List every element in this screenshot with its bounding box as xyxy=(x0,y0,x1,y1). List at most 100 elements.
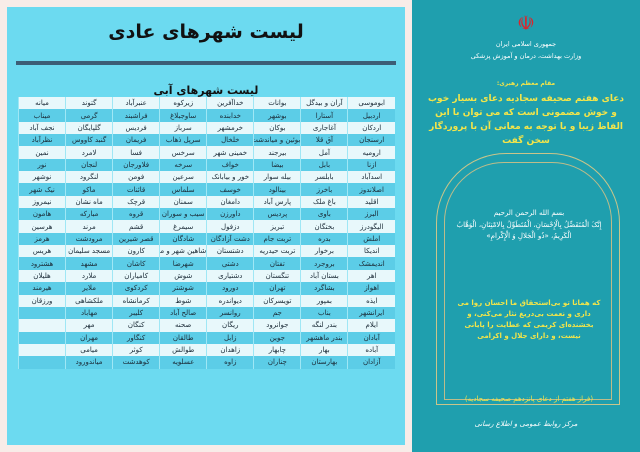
table-row: ایلام بندر لنگه جوانرود ریگان صحنه کنگان مهر xyxy=(17,319,395,332)
city-cell: خلخال xyxy=(206,134,254,147)
city-cell: شوط xyxy=(159,294,207,307)
city-cell: هشترود xyxy=(17,257,66,270)
city-cell: مهر xyxy=(65,319,113,332)
city-cell: فسا xyxy=(112,146,160,159)
table-row: اندیکا برخوار تربت حیدریه دشتستان شاهین شهر … xyxy=(17,245,395,258)
city-cell: کنگاور xyxy=(112,331,160,344)
city-cell: خور و بیابانک xyxy=(206,171,254,184)
city-cell: بابلسر xyxy=(300,171,348,184)
city-cell: کنگان xyxy=(112,319,160,332)
city-cell: میناب xyxy=(17,109,66,122)
basmala: بسم الله الرحمن الرحیم xyxy=(493,209,565,217)
city-cell: بمپور xyxy=(300,294,348,307)
city-cell: سیمرغ xyxy=(159,220,207,233)
footer-org: مرکز روابط عمومی و اطلاع رسانی xyxy=(474,420,578,428)
city-cell: باخرز xyxy=(300,183,348,196)
city-cell: جم xyxy=(253,306,301,320)
city-cell: ملارد xyxy=(65,269,113,283)
city-cell: مرودشت xyxy=(65,232,113,246)
city-cell: چابهار xyxy=(253,343,301,357)
city-cell: بندر ماهشهر xyxy=(300,331,348,344)
city-cell: سلماس xyxy=(159,183,207,196)
city-cell: ایلام xyxy=(347,319,395,332)
city-cell: دیواندره xyxy=(206,294,254,307)
city-cell: خمینی شهر xyxy=(206,146,254,159)
city-cell: کلیبر xyxy=(112,306,160,320)
city-cell: دورود xyxy=(206,282,254,295)
city-cell: ماه نشان xyxy=(65,195,113,209)
city-cell: ارسنجان xyxy=(347,134,395,147)
city-cell: آغاجاری xyxy=(300,121,348,135)
city-cell: اصلاندوز xyxy=(347,183,395,196)
iran-emblem-icon: ☫ xyxy=(517,11,535,35)
city-cell: ریگان xyxy=(206,319,254,332)
city-cell: بروجرد xyxy=(300,257,348,270)
city-cell: شوش xyxy=(159,269,207,283)
arch-frame xyxy=(436,153,620,405)
city-cell: آران و بیدگل xyxy=(300,97,348,110)
table-row: ازنا بابل بیضا خواف سرخه فلاورجان لنجان نور xyxy=(17,158,395,172)
city-cell: قائنات xyxy=(112,183,160,196)
city-cell: کوهدشت xyxy=(112,356,160,369)
table-row: اردبیل آستارا بوشهر خدابنده ساوجبلاغ فراشبند گ… xyxy=(17,109,395,122)
table-row: آباده بهار چابهار زاهدان طوالش کوثر میامی xyxy=(17,343,395,357)
table-row: ارسنجان آق قلا بوئین و میاندشت خلخال سرپل ذه… xyxy=(17,134,395,147)
city-cell: سرباز xyxy=(159,121,207,135)
city-cell: پردیس xyxy=(253,208,301,221)
city-cell: شاهین شهر و میمه xyxy=(159,245,207,258)
city-cell: دشتی xyxy=(206,257,254,270)
city-cell: ساوجبلاغ xyxy=(159,109,207,122)
ministry-name: وزارت بهداشت، درمان و آموزش پزشکی xyxy=(470,52,582,60)
city-cell: اندیکا xyxy=(347,245,395,258)
city-cell: اهر xyxy=(347,269,395,283)
table-row: اصلاندوز باخرز بینالود خوسف سلماس قائنات ماکو ن… xyxy=(17,183,395,196)
city-cell: زابل xyxy=(206,331,254,344)
city-cell: میانه xyxy=(17,97,66,110)
city-cell: مشهد xyxy=(65,257,113,270)
city-cell: سرخه xyxy=(159,158,207,172)
table-row: آزادان بهارستان چناران زاوه عسلویه کوهدشت میان… xyxy=(17,356,395,369)
city-cell: میامی xyxy=(65,343,113,357)
city-cell: بیرجند xyxy=(253,146,301,159)
city-cell: نمین xyxy=(17,146,66,159)
city-cell: طوالش xyxy=(159,343,207,357)
city-cell: بیضا xyxy=(253,158,301,172)
arch-inner-frame xyxy=(444,162,612,400)
city-cell: کردکوی xyxy=(112,282,160,295)
city-cell: هرمز xyxy=(17,232,66,246)
city-cell: خوسف xyxy=(206,183,254,196)
city-cell: فردیس xyxy=(112,121,160,135)
city-cell: صحنه xyxy=(159,319,207,332)
city-cell: ماکو xyxy=(65,183,113,196)
city-cell: سمنان xyxy=(159,195,207,209)
city-cell: بختگان xyxy=(300,220,348,233)
city-cell: قصر شیرین xyxy=(112,232,160,246)
city-cell: سرپل ذهاب xyxy=(159,134,207,147)
city-cell: بوئین و میاندشت xyxy=(253,134,301,147)
city-cell: لامرد xyxy=(65,146,113,159)
city-cell: فومن xyxy=(112,171,160,184)
table-row: اهر بستان آباد تنگستان دشتیاری شوش کامیاران مل… xyxy=(17,269,395,283)
city-cell: سرعین xyxy=(159,171,207,184)
city-cell: مسجد سلیمان xyxy=(65,245,113,258)
city-cell: خرمشهر xyxy=(206,121,254,135)
table-row: اردکان آغاجاری بوکان خرمشهر سرباز فردیس گلپایگ… xyxy=(17,121,395,135)
city-cell: مرند xyxy=(65,220,113,233)
city-cell: بوشهر xyxy=(253,109,301,122)
city-cell: آبادان xyxy=(347,331,395,344)
city-cell: آباده xyxy=(347,343,395,357)
city-cell: ازنا xyxy=(347,158,395,172)
city-cell: سیب و سوران xyxy=(159,208,207,221)
city-cell: تنگستان xyxy=(253,269,301,283)
city-cell: باغ ملک xyxy=(300,195,348,209)
city-cell: آق قلا xyxy=(300,134,348,147)
city-cell: ملکشاهی xyxy=(65,294,113,307)
table-row: ارومیه آمل بیرجند خمینی شهر سرخس فسا لامرد نمین xyxy=(17,146,395,159)
city-cell xyxy=(17,343,66,357)
city-cell: املش xyxy=(347,232,395,246)
city-cell: قروه xyxy=(112,208,160,221)
city-cell: بناب xyxy=(300,306,348,320)
city-cell: ایذه xyxy=(347,294,395,307)
city-cell: خداآفرین xyxy=(206,97,254,110)
city-cell: نظرآباد xyxy=(17,134,66,147)
